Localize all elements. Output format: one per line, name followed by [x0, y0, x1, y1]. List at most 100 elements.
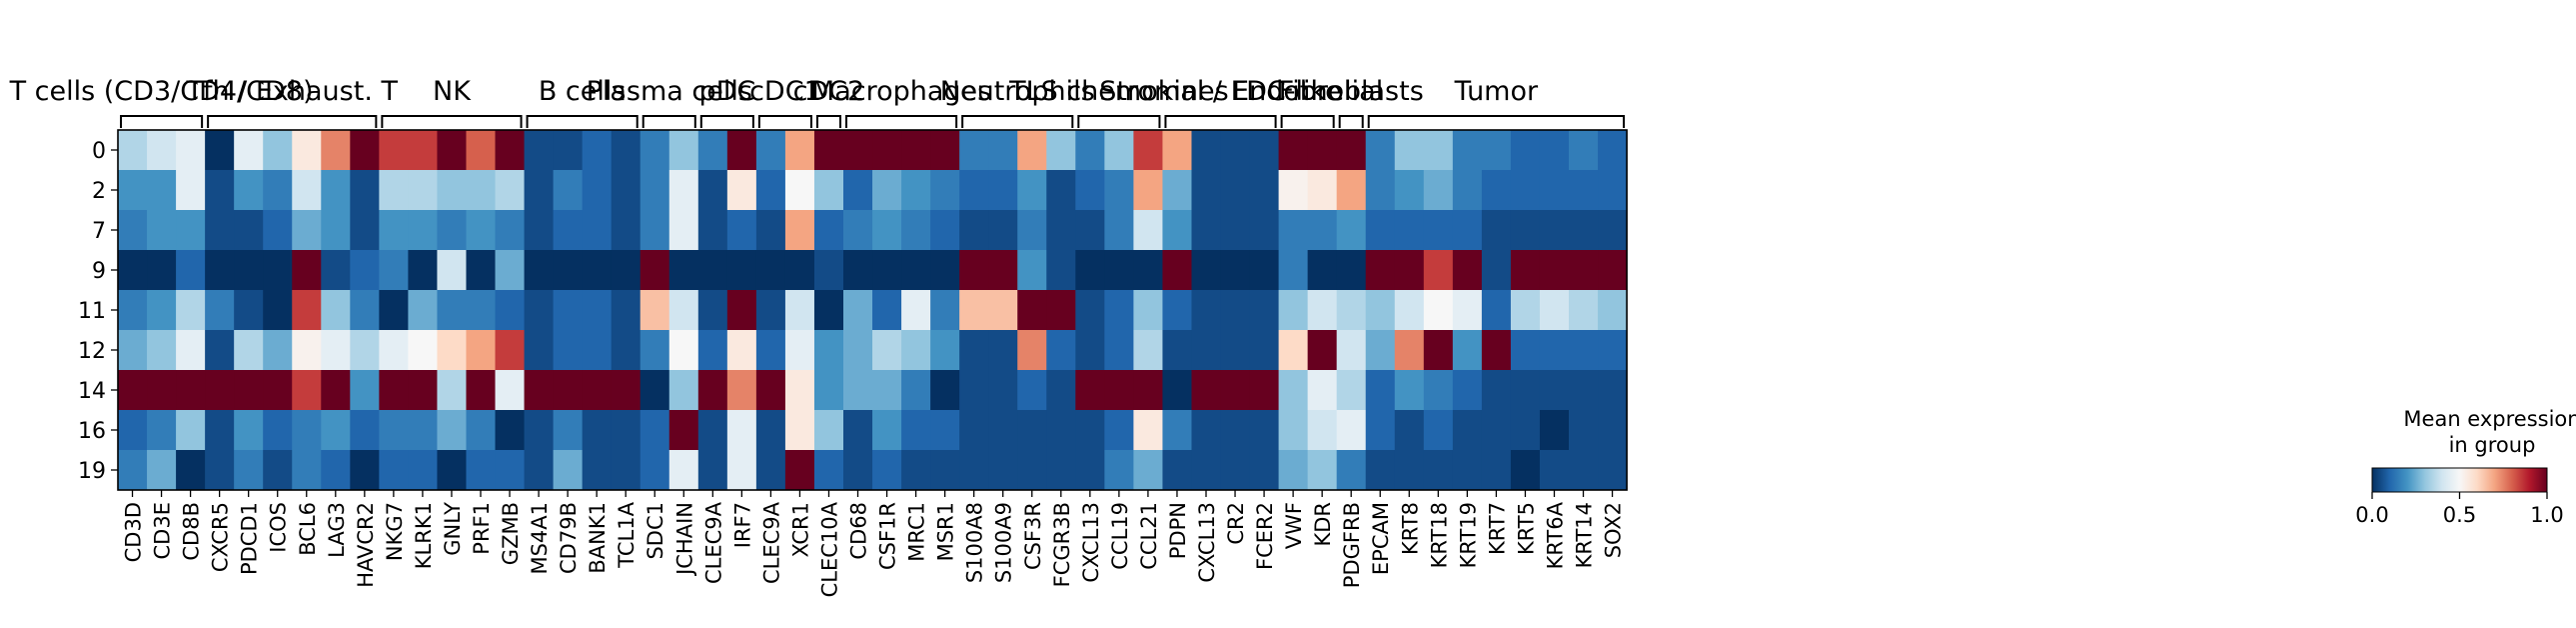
heatmap-cell [1452, 170, 1483, 211]
heatmap-cell [263, 170, 293, 211]
gene-label: CSF3R [1021, 502, 1045, 570]
heatmap-cell [408, 250, 438, 291]
heatmap-cell [118, 370, 148, 411]
heatmap-cell [640, 170, 670, 211]
heatmap-cell [379, 370, 409, 411]
heatmap-cell [697, 250, 728, 291]
gene-label: BCL6 [296, 502, 320, 556]
heatmap-cell [1104, 450, 1134, 491]
gene-label: NKG7 [383, 502, 407, 561]
heatmap-cell [843, 130, 873, 171]
heatmap-cell [843, 410, 873, 451]
heatmap-cell [813, 450, 844, 491]
gene-label: MS4A1 [528, 502, 552, 575]
heatmap-cell [524, 130, 555, 171]
heatmap-cell [466, 170, 497, 211]
heatmap-cell [843, 170, 873, 211]
heatmap-cell [813, 410, 844, 451]
heatmap-cell [495, 170, 526, 211]
heatmap-cell [1046, 250, 1076, 291]
heatmap-cell [1481, 170, 1512, 211]
gene-label: SDC1 [644, 502, 667, 560]
heatmap-cell [118, 250, 148, 291]
heatmap-cell [1104, 130, 1134, 171]
gene-label: CD3D [122, 502, 146, 562]
gene-label: KDR [1311, 502, 1335, 547]
heatmap-cell [784, 330, 815, 371]
heatmap-cell [1336, 170, 1367, 211]
gene-label: S100A9 [992, 502, 1016, 583]
heatmap-cell [1307, 130, 1338, 171]
heatmap-cell [1510, 130, 1541, 171]
heatmap-cell [1249, 410, 1280, 451]
heatmap-cell [1569, 370, 1599, 411]
heatmap-cell [1133, 330, 1163, 371]
heatmap-cell [930, 210, 960, 251]
heatmap-cell [1278, 410, 1309, 451]
colorbar: Mean expression in group 0.0 0.5 1.0 [2355, 407, 2576, 527]
group-bracket [1338, 115, 1364, 128]
heatmap-cell [697, 410, 728, 451]
gene-label: PDGFRB [1340, 502, 1364, 588]
heatmap-cell [988, 330, 1018, 371]
heatmap-cell [292, 450, 322, 491]
group-bracket [120, 115, 204, 128]
heatmap-cell [205, 210, 235, 251]
heatmap-cell [1423, 330, 1454, 371]
heatmap-cell [263, 250, 293, 291]
heatmap-cell [697, 450, 728, 491]
heatmap-cell [640, 210, 670, 251]
heatmap-cell [553, 330, 584, 371]
heatmap-cell [1307, 210, 1338, 251]
heatmap-cell [147, 130, 177, 171]
row-label: 0 [92, 139, 106, 164]
heatmap-cell [813, 250, 844, 291]
heatmap-cell [379, 290, 409, 331]
heatmap-cell [1423, 210, 1454, 251]
heatmap-cell [668, 450, 699, 491]
heatmap-cell [611, 130, 642, 171]
heatmap-cell [1104, 330, 1134, 371]
heatmap-cell [1104, 370, 1134, 411]
heatmap-cell [726, 370, 757, 411]
heatmap-cell [1336, 210, 1367, 251]
heatmap-cell [872, 130, 902, 171]
heatmap-cell [321, 130, 351, 171]
gene-label: TCL1A [615, 501, 639, 568]
heatmap-cell [437, 170, 467, 211]
heatmap-cell [582, 450, 613, 491]
group-bracket [961, 115, 1074, 128]
heatmap-cell [930, 410, 960, 451]
heatmap-cell [263, 210, 293, 251]
heatmap-cell [1191, 330, 1222, 371]
group-bracket [1280, 115, 1335, 128]
heatmap-cell [988, 210, 1018, 251]
heatmap-cell [1162, 130, 1192, 171]
heatmap-cell [321, 250, 351, 291]
heatmap-cell [1278, 130, 1309, 171]
heatmap-cell [1075, 370, 1105, 411]
heatmap-cell [930, 330, 960, 371]
group-bracket [526, 115, 639, 128]
gene-label: CXCR5 [209, 502, 233, 572]
heatmap-cell [1365, 330, 1396, 371]
heatmap-cell [1075, 450, 1105, 491]
group-bracket [815, 115, 841, 128]
heatmap-cell [1510, 330, 1541, 371]
heatmap-cell [843, 250, 873, 291]
heatmap-cell [1191, 290, 1222, 331]
heatmap-cell [1249, 450, 1280, 491]
group-label: B cells [539, 76, 627, 107]
heatmap-cell [495, 130, 526, 171]
group-bracket [381, 115, 523, 128]
heatmap-cell [553, 170, 584, 211]
colorbar-tick-label: 0.5 [2443, 503, 2476, 527]
heatmap-cell [784, 210, 815, 251]
colorbar-title-line2: in group [2449, 433, 2536, 457]
heatmap-cell [1046, 170, 1076, 211]
heatmap-cell [292, 170, 322, 211]
group-bracket [699, 115, 754, 128]
heatmap-cell [437, 130, 467, 171]
heatmap-cell [697, 130, 728, 171]
heatmap-cell [1598, 370, 1628, 411]
